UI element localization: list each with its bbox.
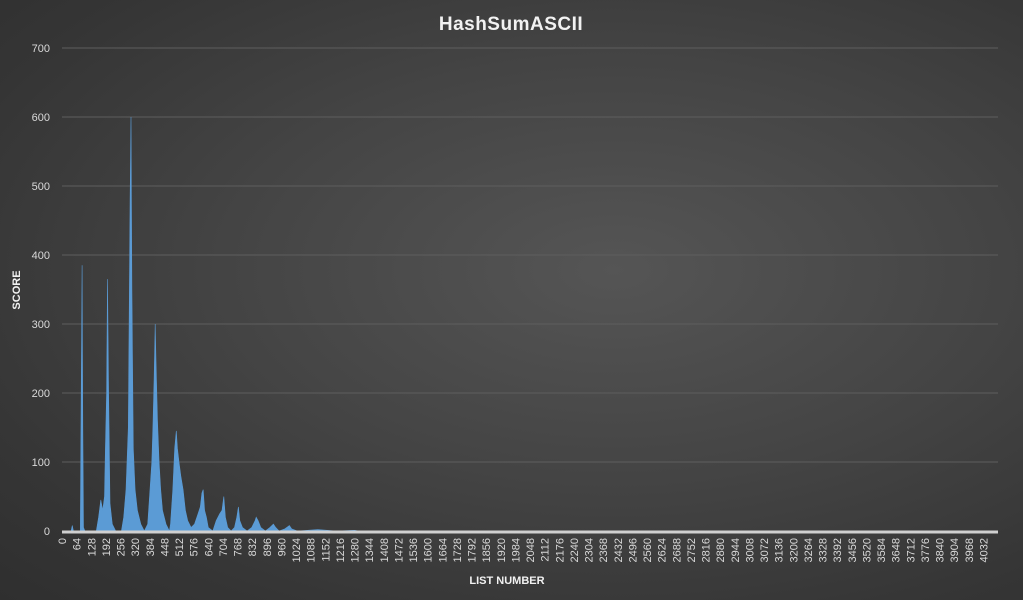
y-tick-label: 600 — [32, 112, 50, 124]
x-tick-label: 896 — [262, 538, 274, 556]
x-tick-label: 960 — [276, 538, 288, 556]
x-tick-label: 2048 — [525, 538, 537, 562]
x-tick-label: 2304 — [584, 538, 596, 562]
x-tick-label: 2176 — [554, 538, 566, 562]
series-area — [62, 116, 998, 532]
chart-title: HashSumASCII — [439, 14, 583, 35]
y-tick-label: 200 — [32, 388, 50, 400]
x-tick-label: 3520 — [861, 538, 873, 562]
x-tick-label: 4032 — [978, 538, 990, 562]
x-axis-title: LIST NUMBER — [469, 575, 544, 587]
x-tick-label: 1408 — [379, 538, 391, 562]
x-tick-label: 2816 — [701, 538, 713, 562]
x-tick-label: 1024 — [291, 538, 303, 562]
x-tick-label: 1664 — [437, 538, 449, 562]
x-tick-label: 512 — [174, 538, 186, 556]
y-tick-label: 400 — [32, 250, 50, 262]
x-tick-label: 2240 — [569, 538, 581, 562]
x-tick-label: 2560 — [642, 538, 654, 562]
x-tick-label: 2752 — [686, 538, 698, 562]
x-axis-ticks: 0 64 128 192 256 320 384 448 512 576 640 704 768 832 8… — [57, 538, 990, 562]
x-tick-label: 832 — [247, 538, 259, 556]
x-tick-label: 2688 — [671, 538, 683, 562]
x-tick-label: 1792 — [467, 538, 479, 562]
x-tick-label: 640 — [203, 538, 215, 556]
y-tick-label: 0 — [44, 526, 50, 538]
x-tick-label: 1344 — [364, 538, 376, 562]
x-tick-label: 1216 — [335, 538, 347, 562]
x-tick-label: 64 — [72, 538, 84, 550]
x-tick-label: 3072 — [759, 538, 771, 562]
x-tick-label: 3328 — [818, 538, 830, 562]
x-tick-label: 3776 — [920, 538, 932, 562]
x-tick-label: 2880 — [715, 538, 727, 562]
x-tick-label: 3712 — [905, 538, 917, 562]
x-tick-label: 3840 — [935, 538, 947, 562]
x-tick-label: 2368 — [598, 538, 610, 562]
x-tick-label: 1920 — [496, 538, 508, 562]
gridlines — [62, 47, 998, 463]
x-tick-label: 2112 — [540, 538, 552, 562]
x-tick-label: 1280 — [350, 538, 362, 562]
y-axis-title: SCORE — [11, 270, 23, 309]
x-tick-label: 1152 — [320, 538, 332, 562]
x-tick-label: 3008 — [744, 538, 756, 562]
x-tick-label: 128 — [86, 538, 98, 556]
x-tick-label: 768 — [233, 538, 245, 556]
x-tick-label: 0 — [57, 538, 69, 544]
x-tick-label: 1728 — [452, 538, 464, 562]
x-tick-label: 3392 — [832, 538, 844, 562]
x-tick-label: 1600 — [423, 538, 435, 562]
x-tick-label: 1984 — [510, 538, 522, 562]
x-tick-label: 2624 — [657, 538, 669, 562]
x-tick-label: 704 — [218, 538, 230, 556]
x-tick-label: 256 — [116, 538, 128, 556]
x-tick-label: 1856 — [481, 538, 493, 562]
y-axis-ticks: 0 100 200 300 400 500 600 700 — [32, 43, 50, 538]
x-tick-label: 1088 — [306, 538, 318, 562]
x-tick-label: 3456 — [847, 538, 859, 562]
x-tick-label: 2432 — [613, 538, 625, 562]
x-tick-label: 3264 — [803, 538, 815, 562]
x-tick-label: 2944 — [730, 538, 742, 562]
x-tick-label: 320 — [130, 538, 142, 556]
x-tick-label: 3904 — [949, 538, 961, 562]
x-tick-label: 448 — [159, 538, 171, 556]
x-tick-label: 576 — [189, 538, 201, 556]
x-tick-label: 3968 — [964, 538, 976, 562]
x-tick-label: 1536 — [408, 538, 420, 562]
x-tick-label: 2496 — [627, 538, 639, 562]
x-tick-label: 3136 — [774, 538, 786, 562]
x-tick-label: 3584 — [876, 538, 888, 562]
x-tick-label: 3648 — [891, 538, 903, 562]
y-tick-label: 100 — [32, 457, 50, 469]
x-tick-label: 384 — [145, 538, 157, 556]
x-tick-label: 1472 — [393, 538, 405, 562]
y-tick-label: 700 — [32, 43, 50, 55]
x-tick-label: 3200 — [788, 538, 800, 562]
x-tick-label: 192 — [101, 538, 113, 556]
y-tick-label: 500 — [32, 181, 50, 193]
y-tick-label: 300 — [32, 319, 50, 331]
